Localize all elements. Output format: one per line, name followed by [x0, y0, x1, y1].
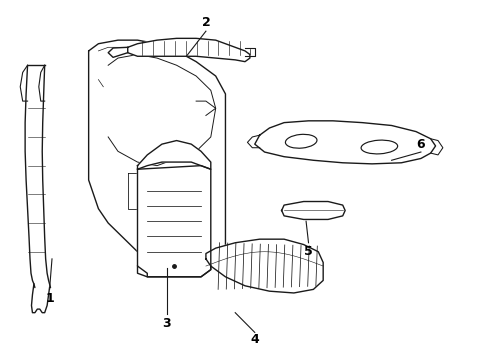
Polygon shape [255, 121, 436, 164]
Polygon shape [206, 239, 323, 293]
Text: 6: 6 [416, 138, 425, 150]
Polygon shape [128, 39, 250, 62]
Polygon shape [138, 140, 211, 169]
Ellipse shape [285, 134, 317, 148]
Text: 4: 4 [250, 333, 259, 346]
Polygon shape [282, 202, 345, 220]
Text: 2: 2 [201, 16, 210, 29]
Ellipse shape [361, 140, 398, 154]
Text: 1: 1 [45, 292, 54, 305]
Polygon shape [138, 166, 211, 277]
Text: 5: 5 [304, 245, 313, 258]
Text: 3: 3 [163, 317, 171, 330]
